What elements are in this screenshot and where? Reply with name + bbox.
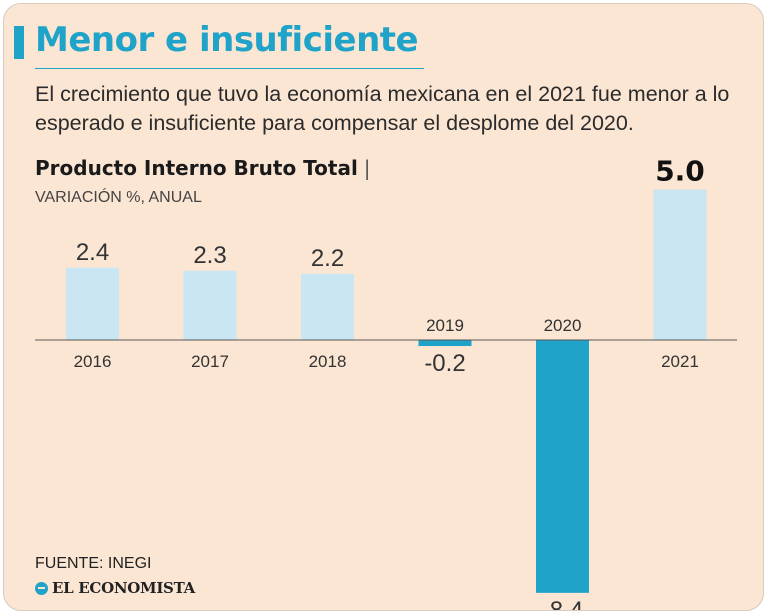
value-label-2021: 5.0 xyxy=(655,155,705,188)
bar-2017 xyxy=(183,270,237,340)
value-label-2016: 2.4 xyxy=(76,239,109,266)
tick-label-2018: 2018 xyxy=(309,352,347,371)
chart-title: Producto Interno Bruto Total | xyxy=(35,156,371,180)
infographic-card: Menor e insuficiente El crecimiento que … xyxy=(3,3,764,611)
bar-2016 xyxy=(66,267,119,340)
bar-2020 xyxy=(536,340,589,593)
chart-title-text: Producto Interno Bruto Total xyxy=(35,156,358,180)
globe-logo-icon xyxy=(35,581,48,595)
value-label-2017: 2.3 xyxy=(193,242,226,269)
bar-chart: 2.4 2016 2.3 2017 2.2 2018 -0.2 2019 -8.4 2020 5.0… xyxy=(35,155,737,611)
brand: EL ECONOMISTA xyxy=(35,579,195,597)
chart-title-separator: | xyxy=(363,156,371,180)
tick-label-2020: 2020 xyxy=(544,316,582,335)
title-accent-bar xyxy=(14,26,24,59)
page-subtitle: El crecimiento que tuvo la economía mexi… xyxy=(35,82,730,135)
bar-2018 xyxy=(301,273,354,340)
value-label-2018: 2.2 xyxy=(311,245,344,272)
page-title: Menor e insuficiente xyxy=(35,20,419,60)
bar-2021 xyxy=(653,189,707,340)
tick-label-2017: 2017 xyxy=(191,352,229,371)
tick-label-2016: 2016 xyxy=(74,352,112,371)
value-label-2020: -8.4 xyxy=(542,597,583,611)
source-note: FUENTE: INEGI xyxy=(35,555,152,572)
brand-name: EL ECONOMISTA xyxy=(52,579,195,597)
tick-label-2019: 2019 xyxy=(426,316,464,335)
title-underline xyxy=(35,68,424,69)
bar-2019 xyxy=(418,340,472,347)
value-label-2019: -0.2 xyxy=(424,350,465,377)
tick-label-2021: 2021 xyxy=(661,352,699,371)
chart-units: VARIACIÓN %, ANUAL xyxy=(35,189,202,206)
